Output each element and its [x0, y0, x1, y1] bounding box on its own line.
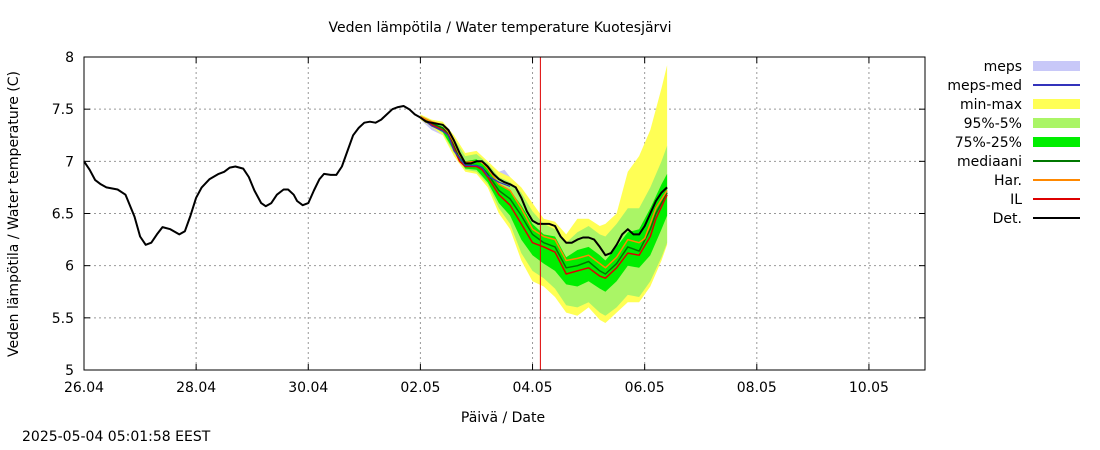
- legend-label-p95_5: 95%-5%: [964, 116, 1022, 132]
- legend: meps meps-med min-max 95%-5% 75%-25% mediaani…: [947, 59, 1080, 227]
- legend-label-p75_25: 75%-25%: [955, 135, 1022, 151]
- x-tick-label: 10.05: [849, 380, 889, 396]
- timestamp: 2025-05-04 05:01:58 EEST: [22, 429, 211, 445]
- x-axis-label: Päivä / Date: [461, 410, 545, 426]
- legend-swatch-p75_25: [1033, 137, 1080, 147]
- y-axis-label: Veden lämpötila / Water temperature (C): [6, 71, 22, 357]
- chart-title: Veden lämpötila / Water temperature Kuot…: [329, 20, 672, 36]
- y-tick-label: 6.5: [52, 207, 74, 223]
- y-tick-label: 7: [65, 154, 74, 170]
- legend-label-il: IL: [1010, 192, 1022, 208]
- legend-swatch-meps: [1033, 61, 1080, 71]
- mediaani-line: [420, 116, 668, 275]
- legend-label-mediaani: mediaani: [957, 154, 1022, 170]
- y-tick-label: 5.5: [52, 311, 74, 327]
- x-tick-label: 06.05: [625, 380, 665, 396]
- x-tick-label: 04.05: [512, 380, 552, 396]
- band-75-25: [420, 116, 668, 292]
- det-history-line: [83, 105, 421, 246]
- legend-swatch-minmax: [1033, 99, 1080, 109]
- legend-label-minmax: min-max: [960, 97, 1022, 113]
- y-tick-label: 6: [65, 259, 74, 275]
- x-tick-label: 30.04: [288, 380, 328, 396]
- meps-med-line: [420, 117, 511, 187]
- legend-label-meps: meps: [984, 59, 1022, 75]
- y-tick-label: 8: [65, 50, 74, 66]
- legend-label-har: Har.: [994, 173, 1022, 189]
- series-lines: [83, 57, 668, 370]
- x-tick-label: 02.05: [400, 380, 440, 396]
- forecast-bands: [420, 65, 668, 324]
- x-tick-label: 28.04: [176, 380, 216, 396]
- x-tick-label: 08.05: [737, 380, 777, 396]
- det-forecast-line: [419, 116, 668, 257]
- y-tick-label: 5: [65, 363, 74, 379]
- y-tick-label: 7.5: [52, 102, 74, 118]
- y-axis-ticks: 5 5.5 6 6.5 7 7.5 8: [52, 50, 925, 379]
- legend-swatch-p95_5: [1033, 118, 1080, 128]
- x-tick-label: 26.04: [64, 380, 104, 396]
- x-axis-ticks: 26.04 28.04 30.04 02.05 04.05 06.05 08.05 10.05: [64, 57, 889, 396]
- legend-label-det: Det.: [993, 211, 1022, 227]
- legend-label-meps_med: meps-med: [947, 78, 1022, 94]
